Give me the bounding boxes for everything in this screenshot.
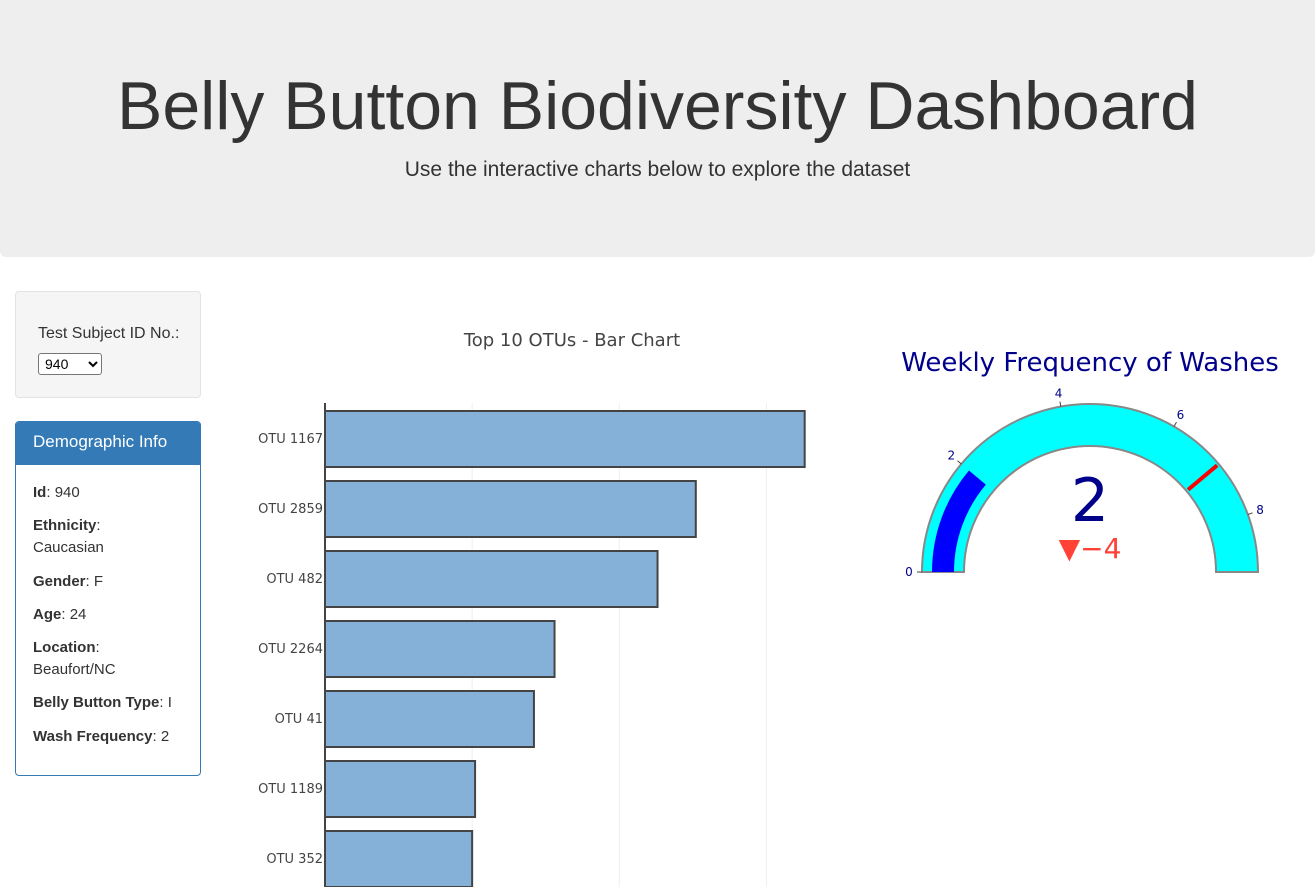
gauge-tick (1059, 401, 1062, 407)
meta-row-age: Age: 24 (33, 606, 87, 623)
header-jumbotron: Belly Button Biodiversity Dashboard Use … (0, 0, 1315, 257)
bar-category-label: OTU 1189 (258, 782, 323, 797)
meta-value: I (167, 694, 172, 711)
subject-id-select[interactable]: 940 (38, 353, 102, 375)
meta-key: Belly Button Type (33, 694, 160, 711)
subject-selector-well: Test Subject ID No.: 940 (15, 291, 201, 398)
meta-value: Caucasian (33, 539, 104, 556)
bar-otu-2264 (324, 620, 556, 678)
demographic-heading: Demographic Info (16, 422, 200, 465)
meta-value: Beaufort/NC (33, 661, 116, 678)
bar-category-label: OTU 352 (266, 852, 323, 867)
gauge-tick-label: 2 (948, 449, 956, 463)
meta-key: Wash Frequency (33, 728, 153, 745)
meta-key: Age (33, 606, 62, 623)
bar-chart-title: Top 10 OTUs - Bar Chart (463, 330, 680, 351)
gauge-delta: ▼−4 (1059, 532, 1122, 565)
meta-row-id: Id: 940 (33, 484, 80, 501)
gauge-value-bar (932, 470, 986, 572)
gauge-tick-label: 6 (1177, 408, 1185, 422)
meta-row-wfreq: Wash Frequency: 2 (33, 728, 170, 745)
bar-category-label: OTU 1167 (258, 432, 323, 447)
demographic-panel: Demographic Info Id: 940 Ethnicity: Cauca… (15, 421, 201, 776)
page-title: Belly Button Biodiversity Dashboard (117, 68, 1198, 144)
meta-key: Gender (33, 573, 86, 590)
gauge-tick-label: 0 (905, 565, 913, 579)
gauge-value-number: 2 (1071, 466, 1109, 536)
gauge-threshold (1186, 463, 1219, 492)
bar-category-label: OTU 41 (275, 712, 323, 727)
otu-bar-chart: Top 10 OTUs - Bar Chart OTU 1167 OTU 2859 O… (258, 330, 806, 887)
meta-row-bbtype: Belly Button Type: I (33, 694, 172, 711)
meta-value: 940 (54, 484, 80, 501)
bar-otu-1189 (324, 760, 477, 818)
bar-category-label: OTU 2264 (258, 642, 323, 657)
bar-category-label: OTU 482 (266, 572, 323, 587)
gauge-tick-label: 4 (1055, 387, 1063, 401)
meta-key: Location (33, 639, 96, 656)
gauge-tick (957, 460, 962, 465)
bar-category-label: OTU 2859 (258, 502, 323, 517)
bar-otu-41 (324, 690, 535, 748)
bar-otu-2859 (324, 480, 697, 538)
meta-value: 2 (160, 728, 170, 745)
bar-otu-1167 (324, 410, 806, 468)
meta-key: Id (33, 484, 47, 501)
gauge-title: Weekly Frequency of Washes (901, 348, 1279, 378)
meta-row-location: Location: Beaufort/NC (33, 639, 116, 678)
bar-otu-352 (324, 830, 474, 887)
meta-value: 24 (69, 606, 87, 623)
meta-row-gender: Gender: F (33, 573, 104, 590)
gauge-band (920, 403, 1260, 573)
subject-selector-label: Test Subject ID No.: (38, 325, 180, 342)
meta-key: Ethnicity (33, 517, 97, 534)
meta-value: F (93, 573, 104, 590)
page-subtitle: Use the interactive charts below to expl… (404, 158, 911, 181)
meta-row-ethnicity: Ethnicity: Caucasian (33, 517, 104, 556)
gauge-tick (1173, 421, 1177, 427)
gauge-tick-label: 8 (1256, 503, 1264, 517)
gauge-tick (1247, 512, 1253, 516)
bar-otu-482 (324, 550, 659, 608)
